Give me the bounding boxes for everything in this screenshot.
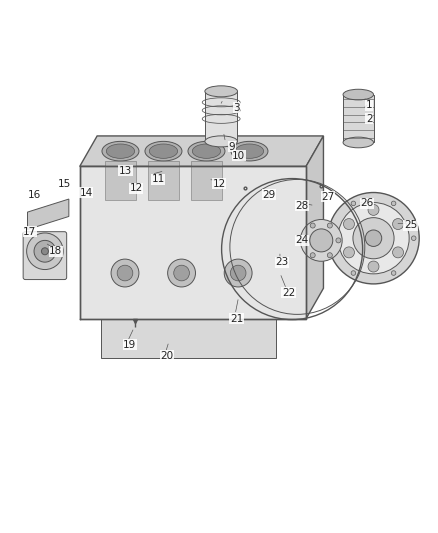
Circle shape	[230, 265, 246, 281]
FancyBboxPatch shape	[23, 232, 67, 279]
Text: 18: 18	[49, 246, 63, 256]
Text: 21: 21	[230, 314, 243, 324]
Text: 25: 25	[404, 220, 417, 230]
Text: 22: 22	[282, 288, 295, 297]
Bar	[105, 161, 136, 200]
Text: 12: 12	[212, 179, 226, 189]
Text: 26: 26	[360, 198, 374, 208]
Circle shape	[328, 192, 419, 284]
Circle shape	[351, 271, 356, 276]
Ellipse shape	[106, 144, 134, 158]
Circle shape	[168, 259, 195, 287]
Circle shape	[368, 204, 379, 215]
Bar	[148, 161, 179, 200]
Circle shape	[336, 238, 341, 243]
Polygon shape	[28, 199, 69, 230]
Text: 20: 20	[160, 351, 173, 361]
Circle shape	[338, 203, 409, 274]
Text: 13: 13	[119, 166, 132, 176]
Text: 9: 9	[229, 142, 235, 152]
Circle shape	[42, 248, 48, 255]
Circle shape	[327, 253, 332, 258]
Circle shape	[300, 220, 342, 261]
Bar	[343, 94, 374, 142]
Circle shape	[392, 219, 403, 230]
Text: 14: 14	[80, 188, 93, 198]
Ellipse shape	[145, 141, 182, 161]
Circle shape	[224, 259, 252, 287]
Circle shape	[310, 223, 315, 228]
Circle shape	[327, 223, 332, 228]
Text: 15: 15	[58, 179, 71, 189]
Ellipse shape	[235, 144, 264, 158]
Circle shape	[331, 236, 336, 240]
Circle shape	[117, 265, 133, 281]
Text: 12: 12	[130, 183, 143, 193]
Circle shape	[343, 219, 354, 230]
Ellipse shape	[149, 144, 178, 158]
Bar	[191, 161, 222, 200]
Circle shape	[368, 261, 379, 272]
Text: 27: 27	[321, 192, 335, 202]
Text: 3: 3	[233, 103, 240, 112]
Text: 28: 28	[295, 200, 308, 211]
Text: 10: 10	[232, 150, 245, 160]
Text: 2: 2	[366, 114, 372, 124]
Bar	[205, 91, 237, 141]
Circle shape	[34, 240, 56, 262]
Text: 19: 19	[123, 340, 136, 350]
Text: 16: 16	[28, 190, 41, 200]
Ellipse shape	[188, 141, 225, 161]
Polygon shape	[80, 166, 306, 319]
Ellipse shape	[231, 141, 268, 161]
Circle shape	[365, 230, 382, 246]
Circle shape	[302, 238, 307, 243]
Text: 24: 24	[295, 236, 308, 245]
Circle shape	[391, 271, 396, 276]
Circle shape	[351, 201, 356, 206]
Ellipse shape	[343, 137, 374, 148]
Polygon shape	[102, 319, 276, 358]
Circle shape	[174, 265, 189, 281]
Circle shape	[27, 233, 63, 270]
Circle shape	[310, 229, 333, 252]
Text: 17: 17	[23, 227, 36, 237]
Ellipse shape	[205, 86, 237, 97]
Circle shape	[411, 236, 416, 240]
Ellipse shape	[205, 136, 237, 147]
Circle shape	[391, 201, 396, 206]
Circle shape	[392, 247, 403, 258]
Ellipse shape	[102, 141, 139, 161]
Text: 23: 23	[276, 257, 289, 267]
Polygon shape	[306, 136, 323, 319]
Text: 11: 11	[152, 174, 165, 184]
Text: 1: 1	[366, 100, 372, 110]
Polygon shape	[80, 136, 323, 166]
Circle shape	[111, 259, 139, 287]
Ellipse shape	[343, 89, 374, 100]
Text: 29: 29	[262, 190, 276, 200]
Circle shape	[353, 217, 394, 259]
Circle shape	[310, 253, 315, 258]
Ellipse shape	[192, 144, 221, 158]
Circle shape	[343, 247, 354, 258]
